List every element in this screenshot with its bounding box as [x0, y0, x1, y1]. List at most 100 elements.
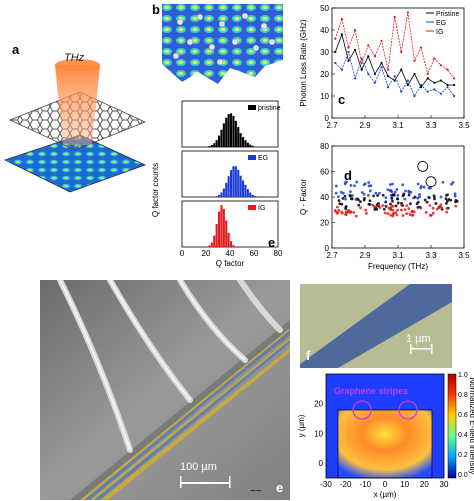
point-ig: [405, 212, 409, 216]
panel-b-label: b: [152, 2, 160, 17]
hist-bar-pristine: [225, 117, 228, 147]
point-ig: [436, 207, 439, 211]
point-pristine: [454, 199, 458, 202]
hist-bar-eg: [222, 188, 225, 197]
point-eg: [395, 188, 399, 191]
x-tick-label: 3.5: [458, 121, 470, 130]
point-ig: [424, 211, 428, 214]
point-ig: [408, 213, 412, 216]
point-ig: [333, 209, 337, 213]
point-pristine: [400, 201, 403, 205]
y-tick-label: 50: [320, 4, 329, 13]
point-pristine: [423, 198, 427, 202]
hist-bar-eg: [244, 184, 247, 197]
point-ig: [400, 208, 403, 212]
colorbar-tick-label: 0.0: [458, 472, 468, 479]
point-ig: [439, 64, 442, 67]
x-axis-label: Q factor: [216, 259, 245, 268]
highlight-circle: [417, 160, 429, 172]
point-ig: [334, 37, 337, 40]
point-eg: [390, 190, 394, 194]
point-eg: [386, 188, 390, 192]
point-ig: [431, 211, 435, 215]
point-ig: [367, 44, 370, 47]
point-eg: [426, 90, 429, 93]
point-pristine: [434, 202, 438, 205]
hist-bar-pristine: [210, 145, 213, 147]
hist-bar-eg: [237, 169, 240, 197]
x-tick-label: 30: [440, 480, 449, 489]
point-eg: [407, 189, 411, 193]
point-ig: [389, 213, 393, 217]
x-tick-label: 20: [420, 480, 429, 489]
point-pristine: [358, 200, 362, 204]
point-eg: [354, 77, 357, 80]
panel-c: 0 10 20 30 40 50 2.7 2.9 3.1 3.3 3.5 Photon Loss Ra…: [296, 0, 474, 140]
point-ig: [433, 57, 436, 60]
point-ig: [380, 39, 383, 43]
point-pristine: [382, 207, 386, 211]
point-pristine: [337, 199, 341, 202]
point-ig: [446, 68, 449, 71]
x-tick-label: 60: [250, 249, 259, 258]
hist-bar-ig: [213, 235, 216, 247]
point-pristine: [381, 193, 385, 197]
hist-bar-eg: [225, 182, 228, 197]
point-pristine: [439, 79, 442, 82]
point-eg: [439, 195, 443, 199]
point-pristine: [372, 194, 375, 198]
point-pristine: [347, 59, 350, 62]
point-pristine: [368, 202, 372, 206]
point-eg: [439, 92, 442, 95]
point-ig: [389, 208, 393, 212]
point-ig: [420, 46, 423, 49]
point-pristine: [396, 201, 400, 205]
y-axis-label: Q factor counts: [151, 163, 160, 217]
x-tick-label: 0: [180, 249, 185, 258]
hist-bar-pristine: [220, 129, 223, 147]
point-ig: [411, 214, 414, 217]
sem-label: e: [276, 480, 284, 495]
point-ig: [387, 206, 391, 210]
x-tick-label: 10: [400, 480, 409, 489]
point-ig: [396, 208, 399, 212]
legend-label: EG: [436, 20, 446, 27]
point-eg: [453, 194, 457, 198]
point-pristine: [348, 194, 352, 198]
point-ig: [364, 208, 368, 212]
panel-f-label: f: [306, 348, 311, 363]
point-eg: [446, 86, 449, 89]
point-pristine: [394, 204, 398, 208]
point-pristine: [368, 199, 372, 203]
point-ig: [405, 204, 409, 208]
point-pristine: [387, 75, 390, 78]
point-eg: [413, 94, 416, 98]
point-eg: [380, 66, 383, 69]
stripe-circle-left: [352, 400, 372, 420]
y-axis-label: Q - Factor: [299, 179, 308, 215]
point-ig: [354, 214, 358, 218]
graphene-stripes-label: Graphene stripes: [334, 386, 409, 396]
hist-bar-eg: [232, 166, 235, 197]
hist-bar-eg: [251, 194, 254, 197]
point-eg: [334, 61, 337, 65]
point-pristine: [433, 81, 436, 84]
point-eg: [451, 180, 455, 184]
point-pristine: [406, 83, 409, 87]
point-pristine: [360, 68, 363, 71]
point-pristine: [446, 199, 449, 203]
bottom-mark: ~~: [250, 486, 262, 497]
hist-bar-eg: [218, 194, 221, 197]
point-eg: [404, 189, 407, 193]
point-ig: [391, 214, 395, 218]
point-ig: [400, 203, 403, 207]
thz-label: THz: [64, 52, 85, 64]
point-eg: [362, 192, 366, 196]
thz-beam: [55, 65, 100, 145]
x-tick-label: 80: [274, 249, 283, 258]
point-ig: [395, 213, 399, 217]
panel-b-fieldmap: [162, 4, 283, 84]
point-pristine: [334, 50, 337, 54]
legend-swatch: [248, 105, 256, 110]
